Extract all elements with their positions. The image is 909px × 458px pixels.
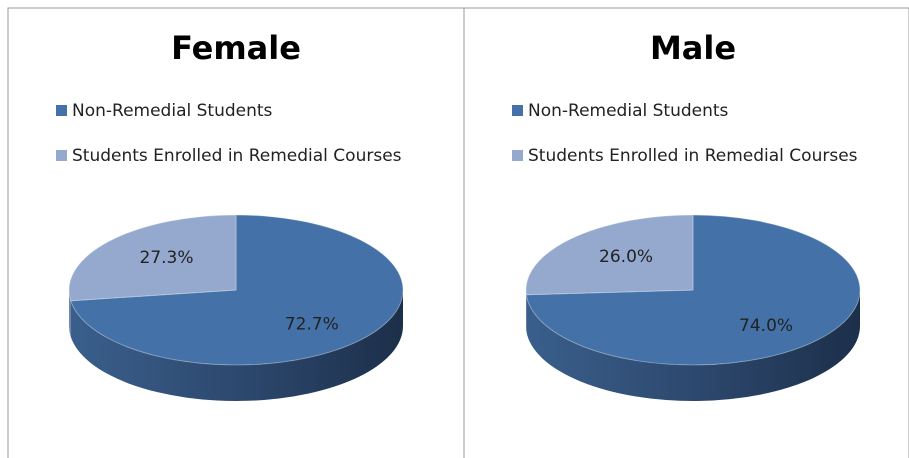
pie-slice — [525, 214, 861, 366]
pie-slice — [68, 214, 237, 302]
legend-marker — [512, 105, 523, 116]
pie-slice-side — [69, 290, 71, 337]
legend-marker — [56, 105, 67, 116]
pie-slice — [525, 214, 694, 296]
legend-marker — [56, 150, 67, 161]
data-label: 72.7% — [285, 314, 339, 334]
pie-slice-side — [70, 290, 404, 402]
panel-border — [463, 7, 909, 458]
data-label: 26.0% — [599, 247, 653, 267]
chart-title: Male — [650, 29, 736, 67]
data-label: 74.0% — [739, 316, 793, 336]
legend-label: Non-Remedial Students — [72, 101, 273, 121]
chart-title: Female — [171, 29, 301, 67]
data-label: 27.3% — [140, 248, 194, 268]
pie-slice-side — [526, 290, 860, 401]
legend-marker — [512, 150, 523, 161]
pie-slice — [70, 214, 404, 366]
legend-label: Students Enrolled in Remedial Courses — [528, 146, 858, 166]
legend-label: Non-Remedial Students — [528, 101, 729, 121]
legend-label: Students Enrolled in Remedial Courses — [72, 146, 402, 166]
